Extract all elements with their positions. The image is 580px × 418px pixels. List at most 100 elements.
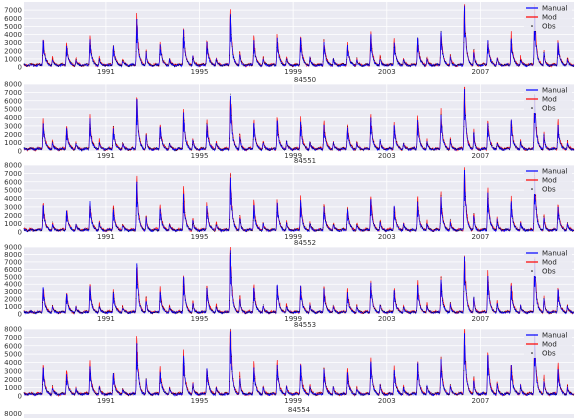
obs-point xyxy=(189,148,191,149)
obs-point xyxy=(120,65,122,67)
obs-point xyxy=(514,60,515,62)
obs-point xyxy=(452,311,454,313)
obs-point xyxy=(316,230,317,232)
obs-point xyxy=(340,149,342,150)
obs-point xyxy=(419,141,421,142)
obs-point xyxy=(86,63,88,65)
obs-point xyxy=(32,230,34,232)
obs-point xyxy=(460,311,462,313)
obs-point xyxy=(359,63,361,65)
obs-point xyxy=(111,149,112,150)
obs-point xyxy=(321,148,323,150)
obs-point xyxy=(154,229,155,230)
obs-point xyxy=(332,394,333,396)
obs-point xyxy=(79,312,80,314)
obs-point xyxy=(312,392,314,393)
obs-point xyxy=(166,65,167,67)
obs-point xyxy=(399,63,401,64)
obs-point xyxy=(497,304,498,306)
obs-point xyxy=(255,384,257,385)
obs-point xyxy=(540,146,541,148)
obs-point xyxy=(545,61,546,62)
obs-point xyxy=(556,65,557,66)
obs-point xyxy=(82,230,84,232)
obs-point xyxy=(517,392,519,394)
obs-point xyxy=(316,63,318,65)
obs-point xyxy=(102,64,103,66)
obs-point xyxy=(53,227,55,229)
obs-point xyxy=(475,389,476,391)
obs-point xyxy=(343,228,345,230)
obs-point xyxy=(551,149,552,150)
obs-point xyxy=(154,312,155,313)
obs-point xyxy=(262,228,263,230)
cutoff-panel-title: 84554 xyxy=(288,406,311,414)
obs-point xyxy=(51,310,53,312)
obs-point xyxy=(366,311,368,312)
obs-point xyxy=(484,63,486,64)
obs-point xyxy=(150,311,152,313)
obs-point xyxy=(340,228,342,230)
obs-point xyxy=(459,230,460,231)
obs-point xyxy=(458,229,460,231)
obs-point xyxy=(321,65,323,67)
obs-point xyxy=(415,149,417,151)
obs-point xyxy=(63,148,64,150)
obs-point xyxy=(225,392,226,393)
obs-point xyxy=(79,229,80,231)
obs-point xyxy=(351,226,353,228)
obs-point xyxy=(305,227,307,229)
obs-point xyxy=(173,65,175,66)
obs-point xyxy=(63,393,64,395)
obs-point xyxy=(39,311,41,313)
obs-point xyxy=(75,388,77,390)
obs-point xyxy=(467,385,469,387)
obs-point xyxy=(38,148,40,150)
obs-point xyxy=(375,63,377,65)
obs-point xyxy=(388,148,390,150)
obs-point xyxy=(456,148,458,150)
obs-point xyxy=(473,49,475,50)
obs-point xyxy=(530,311,531,312)
obs-point xyxy=(28,230,30,231)
obs-point xyxy=(41,64,43,66)
obs-point xyxy=(471,393,472,395)
obs-point xyxy=(108,311,110,312)
obs-point xyxy=(327,146,329,147)
obs-point xyxy=(431,64,433,66)
obs-point xyxy=(541,148,543,150)
obs-point xyxy=(342,312,343,313)
obs-point xyxy=(404,226,406,228)
obs-point xyxy=(555,64,557,66)
ytick-label: 6000 xyxy=(4,266,22,274)
obs-point xyxy=(484,147,486,148)
obs-point xyxy=(544,303,546,305)
obs-point xyxy=(164,392,166,393)
obs-point xyxy=(108,63,110,65)
obs-point xyxy=(132,63,134,65)
obs-point xyxy=(417,293,419,295)
obs-point xyxy=(205,63,207,65)
obs-point xyxy=(550,393,551,395)
obs-point xyxy=(449,302,451,303)
obs-point xyxy=(239,215,241,216)
obs-point xyxy=(438,148,439,149)
obs-point xyxy=(535,30,536,32)
obs-point xyxy=(49,65,51,67)
obs-point xyxy=(481,392,482,394)
obs-point xyxy=(321,392,322,394)
obs-point xyxy=(49,312,51,314)
obs-point xyxy=(311,391,313,393)
obs-point xyxy=(216,144,218,146)
obs-point xyxy=(511,127,513,129)
obs-point xyxy=(521,390,523,391)
obs-point xyxy=(373,58,375,60)
obs-point xyxy=(461,63,463,65)
obs-point xyxy=(348,140,350,141)
obs-point xyxy=(323,368,325,369)
obs-point xyxy=(480,311,482,313)
obs-point xyxy=(249,392,251,394)
obs-point xyxy=(283,149,285,151)
